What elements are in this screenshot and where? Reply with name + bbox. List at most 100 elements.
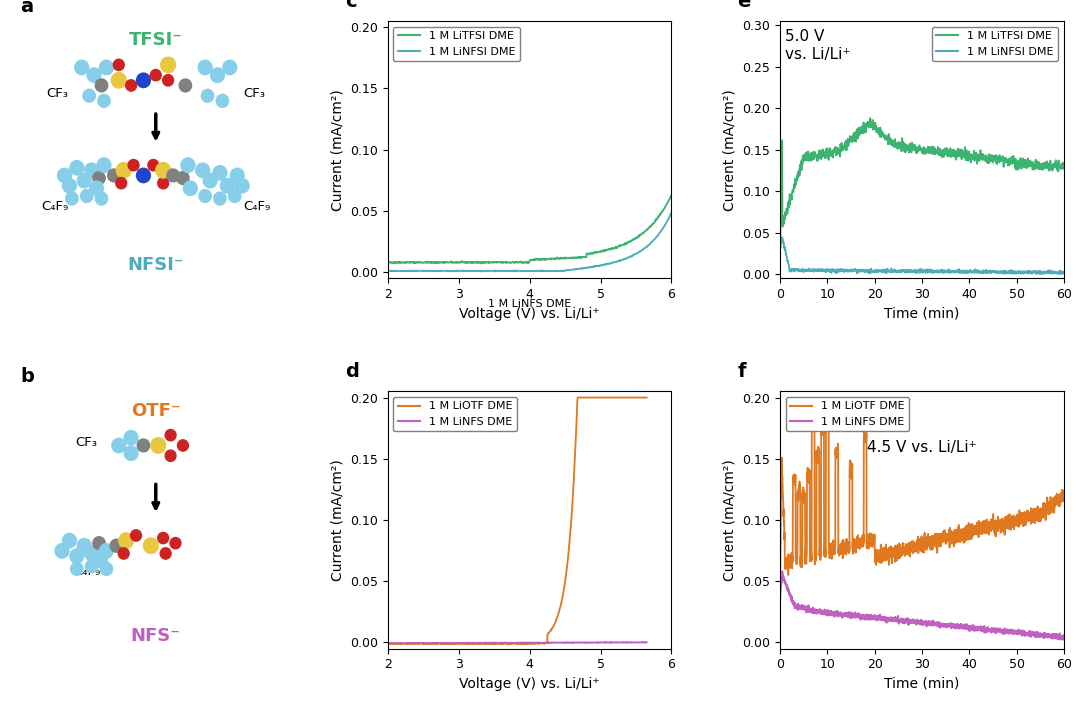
- Circle shape: [150, 70, 161, 81]
- Circle shape: [136, 73, 150, 87]
- Circle shape: [170, 537, 181, 548]
- Circle shape: [148, 159, 159, 171]
- Legend: 1 M LiOTF DME, 1 M LiNFS DME: 1 M LiOTF DME, 1 M LiNFS DME: [785, 397, 909, 431]
- Text: NFSI⁻: NFSI⁻: [127, 257, 184, 274]
- Circle shape: [137, 439, 150, 452]
- Circle shape: [125, 80, 136, 91]
- Circle shape: [93, 537, 105, 550]
- Circle shape: [99, 60, 113, 75]
- Text: C₄F₉: C₄F₉: [73, 565, 100, 578]
- Text: OTF⁻: OTF⁻: [131, 402, 180, 419]
- Circle shape: [211, 68, 225, 82]
- Text: TFSI⁻: TFSI⁻: [129, 32, 183, 49]
- Circle shape: [95, 192, 108, 205]
- Circle shape: [235, 178, 249, 193]
- Circle shape: [161, 57, 176, 73]
- Circle shape: [179, 79, 191, 92]
- Circle shape: [167, 169, 179, 182]
- Circle shape: [113, 59, 124, 70]
- Text: CF₃: CF₃: [46, 87, 68, 99]
- Circle shape: [181, 158, 194, 172]
- Circle shape: [199, 60, 212, 75]
- Circle shape: [165, 450, 176, 461]
- Circle shape: [230, 168, 244, 183]
- Circle shape: [111, 73, 126, 88]
- Circle shape: [163, 75, 174, 86]
- Circle shape: [144, 538, 159, 553]
- Circle shape: [87, 68, 102, 82]
- Circle shape: [199, 190, 212, 202]
- Circle shape: [158, 178, 168, 189]
- Circle shape: [195, 163, 210, 178]
- Y-axis label: Current (mA/cm²): Current (mA/cm²): [330, 89, 345, 211]
- Text: CF₃: CF₃: [243, 87, 266, 99]
- Legend: 1 M LiTFSI DME, 1 M LiNFSI DME: 1 M LiTFSI DME, 1 M LiNFSI DME: [932, 27, 1058, 61]
- Circle shape: [90, 181, 104, 195]
- Circle shape: [117, 163, 131, 178]
- Circle shape: [116, 178, 126, 189]
- Circle shape: [156, 163, 171, 178]
- Text: f: f: [738, 362, 746, 381]
- Circle shape: [184, 181, 198, 195]
- Circle shape: [70, 161, 84, 175]
- Circle shape: [81, 190, 93, 202]
- Text: e: e: [738, 0, 751, 11]
- Circle shape: [151, 438, 165, 453]
- Circle shape: [119, 548, 130, 559]
- Circle shape: [108, 169, 120, 182]
- Circle shape: [220, 178, 234, 193]
- Circle shape: [177, 171, 189, 185]
- Circle shape: [203, 173, 217, 188]
- X-axis label: Time (min): Time (min): [885, 307, 960, 321]
- Circle shape: [165, 429, 176, 441]
- Circle shape: [63, 178, 77, 193]
- Circle shape: [63, 534, 77, 548]
- Text: c: c: [346, 0, 356, 11]
- Circle shape: [222, 60, 237, 75]
- Text: b: b: [21, 367, 33, 386]
- Circle shape: [85, 560, 98, 572]
- Circle shape: [124, 431, 138, 445]
- Circle shape: [70, 548, 84, 563]
- Circle shape: [84, 546, 98, 560]
- Circle shape: [229, 190, 241, 202]
- Circle shape: [84, 163, 98, 178]
- Circle shape: [158, 532, 168, 544]
- X-axis label: Voltage (V) vs. Li/Li⁺: Voltage (V) vs. Li/Li⁺: [459, 307, 599, 321]
- Text: 5.0 V
vs. Li/Li⁺: 5.0 V vs. Li/Li⁺: [785, 30, 850, 62]
- Circle shape: [99, 544, 113, 558]
- Circle shape: [83, 90, 95, 102]
- Circle shape: [97, 158, 111, 172]
- Circle shape: [202, 90, 214, 102]
- Circle shape: [78, 539, 91, 553]
- Circle shape: [98, 94, 110, 107]
- Circle shape: [100, 563, 112, 575]
- Circle shape: [177, 440, 188, 451]
- X-axis label: Time (min): Time (min): [885, 677, 960, 691]
- Text: CF₃: CF₃: [76, 436, 97, 449]
- Circle shape: [131, 529, 141, 541]
- Text: NFS⁻: NFS⁻: [131, 627, 180, 645]
- Text: a: a: [21, 0, 33, 16]
- Legend: 1 M LiOTF DME, 1 M LiNFS DME: 1 M LiOTF DME, 1 M LiNFS DME: [393, 397, 516, 431]
- Circle shape: [112, 439, 125, 453]
- Y-axis label: Current (mA/cm²): Current (mA/cm²): [723, 89, 737, 211]
- Circle shape: [78, 173, 91, 188]
- Circle shape: [129, 159, 139, 171]
- Circle shape: [55, 544, 69, 558]
- Text: C₄F₉: C₄F₉: [243, 200, 271, 213]
- Circle shape: [124, 446, 138, 460]
- Circle shape: [119, 533, 134, 548]
- Legend: 1 M LiTFSI DME, 1 M LiNFSI DME: 1 M LiTFSI DME, 1 M LiNFSI DME: [393, 27, 519, 61]
- Circle shape: [214, 192, 226, 205]
- Text: C₄F₉: C₄F₉: [41, 200, 68, 213]
- Text: 1 M LiNFS DME: 1 M LiNFS DME: [488, 299, 571, 309]
- Text: 4.5 V vs. Li/Li⁺: 4.5 V vs. Li/Li⁺: [867, 441, 976, 455]
- Circle shape: [136, 168, 150, 183]
- Text: d: d: [346, 362, 359, 381]
- Circle shape: [213, 166, 227, 180]
- Circle shape: [93, 171, 105, 185]
- Circle shape: [160, 548, 171, 559]
- Circle shape: [66, 192, 78, 205]
- Circle shape: [110, 539, 122, 552]
